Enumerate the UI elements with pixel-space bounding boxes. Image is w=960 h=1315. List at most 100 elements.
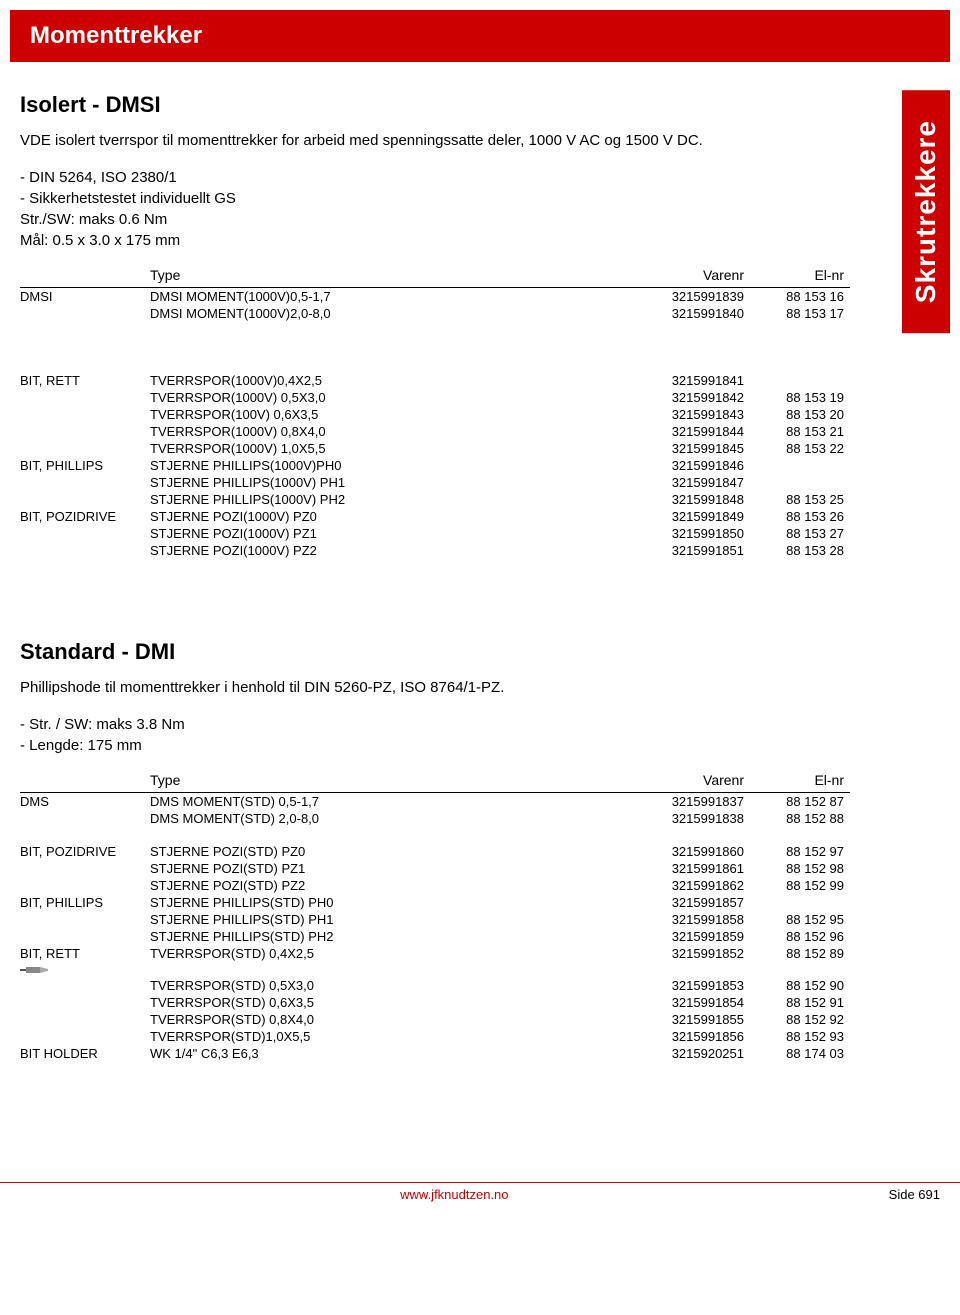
table-row: TVERRSPOR(STD) 0,6X3,5321599185488 152 9… [20,994,850,1011]
table-row: TVERRSPOR(STD)1,0X5,5321599185688 152 93 [20,1028,850,1045]
cell-elnr: 88 152 95 [750,911,850,928]
cell-varenr: 3215991852 [550,945,750,977]
cell-varenr: 3215991843 [550,406,750,423]
cell-elnr: 88 153 27 [750,525,850,542]
cell-varenr: 3215991846 [550,457,750,474]
table-row: STJERNE PHILLIPS(STD) PH2321599185988 15… [20,928,850,945]
cell-elnr: 88 152 90 [750,977,850,994]
cell-elnr: 88 153 21 [750,423,850,440]
cell-elnr [750,894,850,911]
spec-line: Mål: 0.5 x 3.0 x 175 mm [20,230,850,251]
cell-type: TVERRSPOR(1000V)0,4X2,5 [150,372,550,389]
section2-specs: - Str. / SW: maks 3.8 Nm - Lengde: 175 m… [20,714,850,756]
table-row: STJERNE POZI(1000V) PZ1321599185088 153 … [20,525,850,542]
table-header-row: Type Varenr El-nr [20,768,850,793]
table-row: BIT, PHILLIPSSTJERNE PHILLIPS(1000V)PH03… [20,457,850,474]
th-type: Type [20,768,550,793]
cell-type: STJERNE POZI(STD) PZ0 [150,843,550,860]
th-elnr: El-nr [750,768,850,793]
cell-varenr: 3215991854 [550,994,750,1011]
cell-varenr: 3215991861 [550,860,750,877]
cell-type: TVERRSPOR(1000V) 0,5X3,0 [150,389,550,406]
cell-elnr: 88 152 93 [750,1028,850,1045]
cell-type: TVERRSPOR(1000V) 0,8X4,0 [150,423,550,440]
cell-elnr: 88 152 88 [750,810,850,827]
section1-title: Isolert - DMSI [20,92,850,118]
cell-category [20,389,150,406]
cell-elnr: 88 153 20 [750,406,850,423]
cell-type: TVERRSPOR(1000V) 1,0X5,5 [150,440,550,457]
cell-type: STJERNE PHILLIPS(STD) PH0 [150,894,550,911]
cell-category [20,474,150,491]
cell-category [20,810,150,827]
footer-url: www.jfknudtzen.no [400,1187,508,1202]
cell-type: DMSI MOMENT(1000V)2,0-8,0 [150,305,550,322]
cell-type: STJERNE PHILLIPS(1000V)PH0 [150,457,550,474]
cell-elnr [750,474,850,491]
section1-specs: - DIN 5264, ISO 2380/1 - Sikkerhetsteste… [20,167,850,251]
cell-category [20,423,150,440]
cell-varenr: 3215991842 [550,389,750,406]
cell-category [20,1028,150,1045]
table-row: STJERNE PHILLIPS(1000V) PH2321599184888 … [20,491,850,508]
cell-varenr: 3215991840 [550,305,750,322]
cell-elnr: 88 152 91 [750,994,850,1011]
cell-varenr: 3215991848 [550,491,750,508]
cell-elnr: 88 153 26 [750,508,850,525]
side-tab: Skrutrekkere [902,90,950,333]
cell-varenr: 3215991856 [550,1028,750,1045]
table-row: STJERNE POZI(STD) PZ1321599186188 152 98 [20,860,850,877]
table-row: BIT, PHILLIPSSTJERNE PHILLIPS(STD) PH032… [20,894,850,911]
table-row: DMSDMS MOMENT(STD) 0,5-1,7321599183788 1… [20,793,850,811]
cell-category [20,1011,150,1028]
table-header-row: Type Varenr El-nr [20,263,850,288]
cell-elnr: 88 174 03 [750,1045,850,1062]
cell-varenr: 3215991849 [550,508,750,525]
th-varenr: Varenr [550,263,750,288]
cell-category: BIT, PHILLIPS [20,457,150,474]
cell-category [20,928,150,945]
table-row: BIT, POZIDRIVESTJERNE POZI(STD) PZ032159… [20,843,850,860]
cell-category [20,305,150,322]
section2-desc: Phillipshode til momenttrekker i henhold… [20,677,850,698]
cell-type: STJERNE POZI(1000V) PZ1 [150,525,550,542]
th-varenr: Varenr [550,768,750,793]
cell-type: DMS MOMENT(STD) 0,5-1,7 [150,793,550,811]
cell-category [20,525,150,542]
table-row: TVERRSPOR(1000V) 0,5X3,0321599184288 153… [20,389,850,406]
cell-elnr: 88 152 96 [750,928,850,945]
cell-varenr: 3215991857 [550,894,750,911]
cell-type: STJERNE POZI(1000V) PZ2 [150,542,550,559]
cell-type: STJERNE POZI(STD) PZ2 [150,877,550,894]
section1-table2: BIT, RETTTVERRSPOR(1000V)0,4X2,532159918… [20,372,850,559]
cell-elnr: 88 153 22 [750,440,850,457]
cell-varenr: 3215991862 [550,877,750,894]
spec-line: - DIN 5264, ISO 2380/1 [20,167,850,188]
cell-varenr: 3215991858 [550,911,750,928]
th-type: Type [20,263,550,288]
table-row: BIT HOLDERWK 1/4" C6,3 E6,3321592025188 … [20,1045,850,1062]
cell-varenr: 3215991855 [550,1011,750,1028]
table-row: BIT, RETTTVERRSPOR(1000V)0,4X2,532159918… [20,372,850,389]
cell-elnr: 88 153 28 [750,542,850,559]
cell-varenr: 3215991839 [550,288,750,306]
cell-type: STJERNE POZI(STD) PZ1 [150,860,550,877]
cell-category [20,542,150,559]
cell-category: BIT, PHILLIPS [20,894,150,911]
cell-varenr: 3215991859 [550,928,750,945]
cell-elnr: 88 152 99 [750,877,850,894]
footer-page: Side 691 [889,1187,940,1202]
cell-elnr: 88 152 89 [750,945,850,977]
cell-elnr [750,372,850,389]
cell-type: STJERNE PHILLIPS(1000V) PH1 [150,474,550,491]
table-row: STJERNE POZI(STD) PZ2321599186288 152 99 [20,877,850,894]
cell-elnr [750,457,850,474]
cell-type: TVERRSPOR(STD) 0,8X4,0 [150,1011,550,1028]
cell-category: DMS [20,793,150,811]
spec-line: - Sikkerhetstestet individuellt GS [20,188,850,209]
cell-category [20,860,150,877]
cell-elnr: 88 152 92 [750,1011,850,1028]
cell-type: DMS MOMENT(STD) 2,0-8,0 [150,810,550,827]
section1-table1: Type Varenr El-nr DMSIDMSI MOMENT(1000V)… [20,263,850,322]
section2-tableB: BIT, POZIDRIVESTJERNE POZI(STD) PZ032159… [20,843,850,1062]
